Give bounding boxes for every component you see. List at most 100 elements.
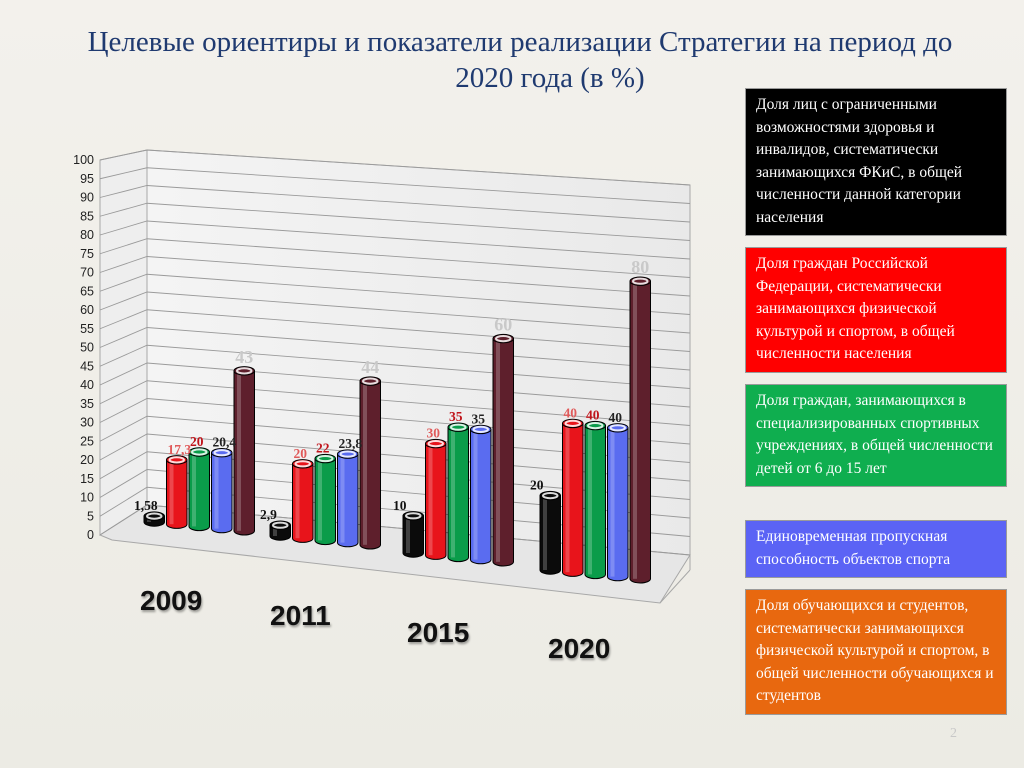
bar-highlight (473, 429, 478, 560)
bar-2020-series-1 (539, 490, 561, 575)
bar-2011-series-1 (269, 520, 291, 541)
bar-highlight (169, 459, 174, 525)
bar-2011-series-2 (292, 459, 314, 543)
data-label-2015-series-3: 35 (449, 409, 463, 424)
chart-floor-front (659, 569, 691, 604)
bar-cap-rim (609, 424, 626, 432)
gridline (99, 291, 691, 334)
data-label-2020-series-3: 40 (586, 408, 600, 423)
bar-highlight (318, 458, 322, 541)
bar-highlight (363, 381, 367, 545)
bar-body (359, 380, 381, 550)
bar-body (233, 370, 255, 536)
chart-side-wall (99, 149, 148, 536)
data-label-2011-series-4: 23,8 (339, 436, 363, 451)
bar-2009-series-3 (188, 447, 210, 532)
y-tick-label: 15 (80, 472, 94, 486)
data-label-2009-series-2: 17,3 (168, 442, 192, 457)
gridline (99, 256, 691, 297)
bar-body (629, 280, 651, 584)
bar-highlight (406, 515, 410, 553)
bar-highlight (273, 525, 277, 536)
gridline (99, 238, 691, 278)
bar-2015-series-2 (425, 438, 447, 560)
bar-2020-series-3 (584, 420, 606, 580)
bar-body (337, 453, 359, 548)
bar-body (166, 459, 188, 529)
gridline (99, 167, 691, 204)
bar-highlight (451, 427, 455, 558)
y-tick-label: 65 (80, 284, 94, 298)
data-label-2009-series-4: 20,4 (213, 435, 237, 450)
bar-cap-rim (362, 377, 379, 385)
data-label-2020-series-1: 20 (530, 478, 544, 493)
bar-body (402, 515, 424, 558)
data-label-2009-series-1: 1,58 (134, 498, 158, 513)
bar-cap-rim (236, 367, 253, 375)
data-label-2009-series-3: 20 (190, 434, 204, 449)
gridline (99, 273, 691, 315)
bar-body (314, 458, 336, 546)
x-tick-2020: 2020 (548, 633, 611, 664)
bar-cap-rim (587, 422, 604, 430)
bar-2011-series-4 (337, 449, 359, 548)
y-tick-label: 95 (80, 172, 94, 186)
bar-body (539, 495, 561, 575)
bar-body (292, 463, 314, 543)
y-tick-label: 30 (80, 416, 94, 430)
bar-highlight (428, 443, 433, 556)
bar-body (425, 443, 447, 560)
bar-2015-series-4 (470, 424, 492, 565)
gridline (99, 220, 691, 260)
bar-highlight (543, 495, 547, 570)
y-tick-label: 5 (87, 509, 94, 523)
bar-body (447, 426, 469, 563)
bar-2009-series-2 (166, 455, 188, 529)
bar-cap-rim (191, 448, 208, 456)
bar-2011-series-3 (314, 453, 336, 546)
y-tick-label: 45 (80, 359, 94, 373)
bar-highlight (633, 281, 637, 579)
bar-2009-series-1 (143, 511, 165, 527)
bar-body (470, 428, 492, 565)
legend-item-4: Единовременная пропускная способность об… (745, 520, 1007, 578)
bar-highlight (214, 452, 219, 529)
bar-cap-rim (472, 425, 489, 433)
bar-body (188, 451, 210, 532)
y-tick-label: 100 (73, 153, 94, 167)
data-label-2020-series-5: 80 (631, 257, 649, 277)
bar-highlight (588, 425, 592, 575)
bar-highlight (496, 338, 500, 562)
title-line-1: Целевые ориентиры и показатели реализаци… (87, 26, 953, 58)
data-label-2015-series-1: 10 (393, 498, 407, 513)
bar-2009-series-4 (211, 448, 233, 534)
y-tick-label: 35 (80, 397, 94, 411)
data-label-2011-series-3: 22 (316, 441, 330, 456)
y-tick-label: 80 (80, 228, 94, 242)
bar-cap-rim (564, 419, 581, 427)
y-tick-label: 75 (80, 247, 94, 261)
bar-highlight (610, 427, 615, 577)
y-tick-label: 70 (80, 266, 94, 280)
bar-cap-rim (405, 512, 422, 520)
bar-2011-series-5 (359, 376, 381, 550)
data-label-2020-series-4: 40 (609, 410, 623, 425)
data-label-2011-series-2: 20 (294, 446, 308, 461)
legend-item-1: Доля лиц с ограниченными возможностями з… (745, 88, 1007, 236)
page-number: 2 (950, 726, 957, 741)
data-label-2015-series-5: 60 (494, 315, 512, 335)
bar-2015-series-1 (402, 511, 424, 558)
data-label-2009-series-5: 43 (235, 347, 253, 367)
bar-cap-rim (450, 423, 467, 431)
data-label-2011-series-1: 2,9 (260, 507, 277, 522)
bar-highlight (565, 423, 570, 573)
bar-cap-rim (542, 492, 559, 500)
bar-cap-rim (146, 512, 163, 520)
bar-highlight (340, 454, 345, 543)
title-line-2: 2020 года (в %) (455, 62, 645, 94)
y-tick-label: 60 (80, 303, 94, 317)
bar-cap-rim (339, 450, 356, 458)
bar-body (492, 338, 514, 567)
bar-cap-rim (495, 335, 512, 343)
